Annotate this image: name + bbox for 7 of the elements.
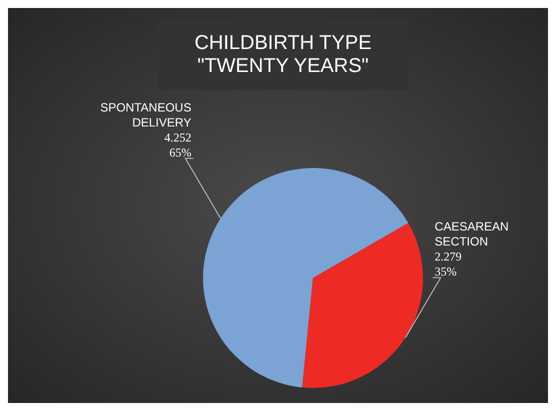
slice-label: CAESAREAN SECTION — [434, 220, 509, 249]
data-label: 2.279 35% — [434, 250, 462, 279]
chart-title: CHILDBIRTH TYPE "TWENTY YEARS" — [193, 32, 373, 78]
pie-slice — [203, 168, 408, 388]
pie-slice — [302, 223, 423, 388]
slice-label: SPONTANEOUS DELIVERY — [100, 100, 192, 130]
data-label: 4.252 65% — [164, 130, 192, 160]
